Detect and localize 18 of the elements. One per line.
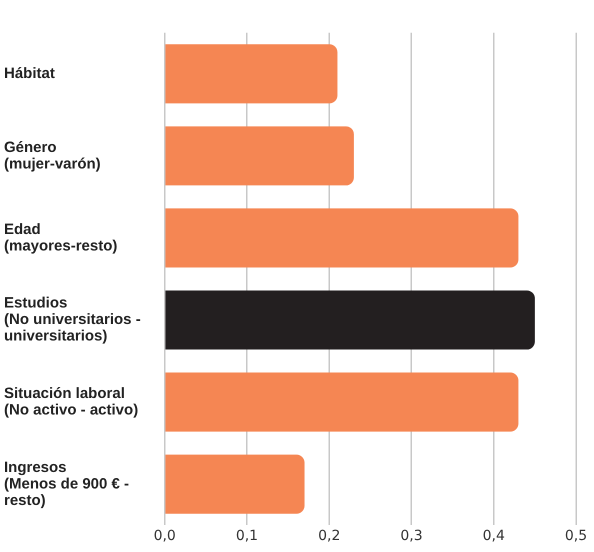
y-tick-label: Género (mujer-varón) [4, 138, 101, 172]
bar [165, 44, 338, 104]
bar [165, 454, 305, 514]
x-tick-label: 0,2 [318, 528, 340, 544]
x-tick-label: 0,4 [482, 528, 505, 544]
y-tick-label: Hábitat [4, 64, 55, 82]
y-tick-label: Situación laboral (No activo - activo) [4, 384, 138, 418]
bar [165, 372, 518, 432]
x-tick-label: 0,3 [400, 528, 423, 544]
y-tick-label: Edad (mayores-resto) [4, 220, 118, 254]
x-tick-label: 0,1 [236, 528, 258, 544]
bar [165, 290, 535, 350]
bar [165, 208, 518, 268]
y-tick-label: Ingresos (Menos de 900 € - resto) [4, 458, 130, 509]
x-tick-label: 0,5 [564, 528, 588, 544]
y-tick-label: Estudios (No universitarios - universitarios) [4, 294, 141, 345]
x-tick-label: 0,0 [154, 528, 176, 544]
bar [165, 126, 354, 186]
